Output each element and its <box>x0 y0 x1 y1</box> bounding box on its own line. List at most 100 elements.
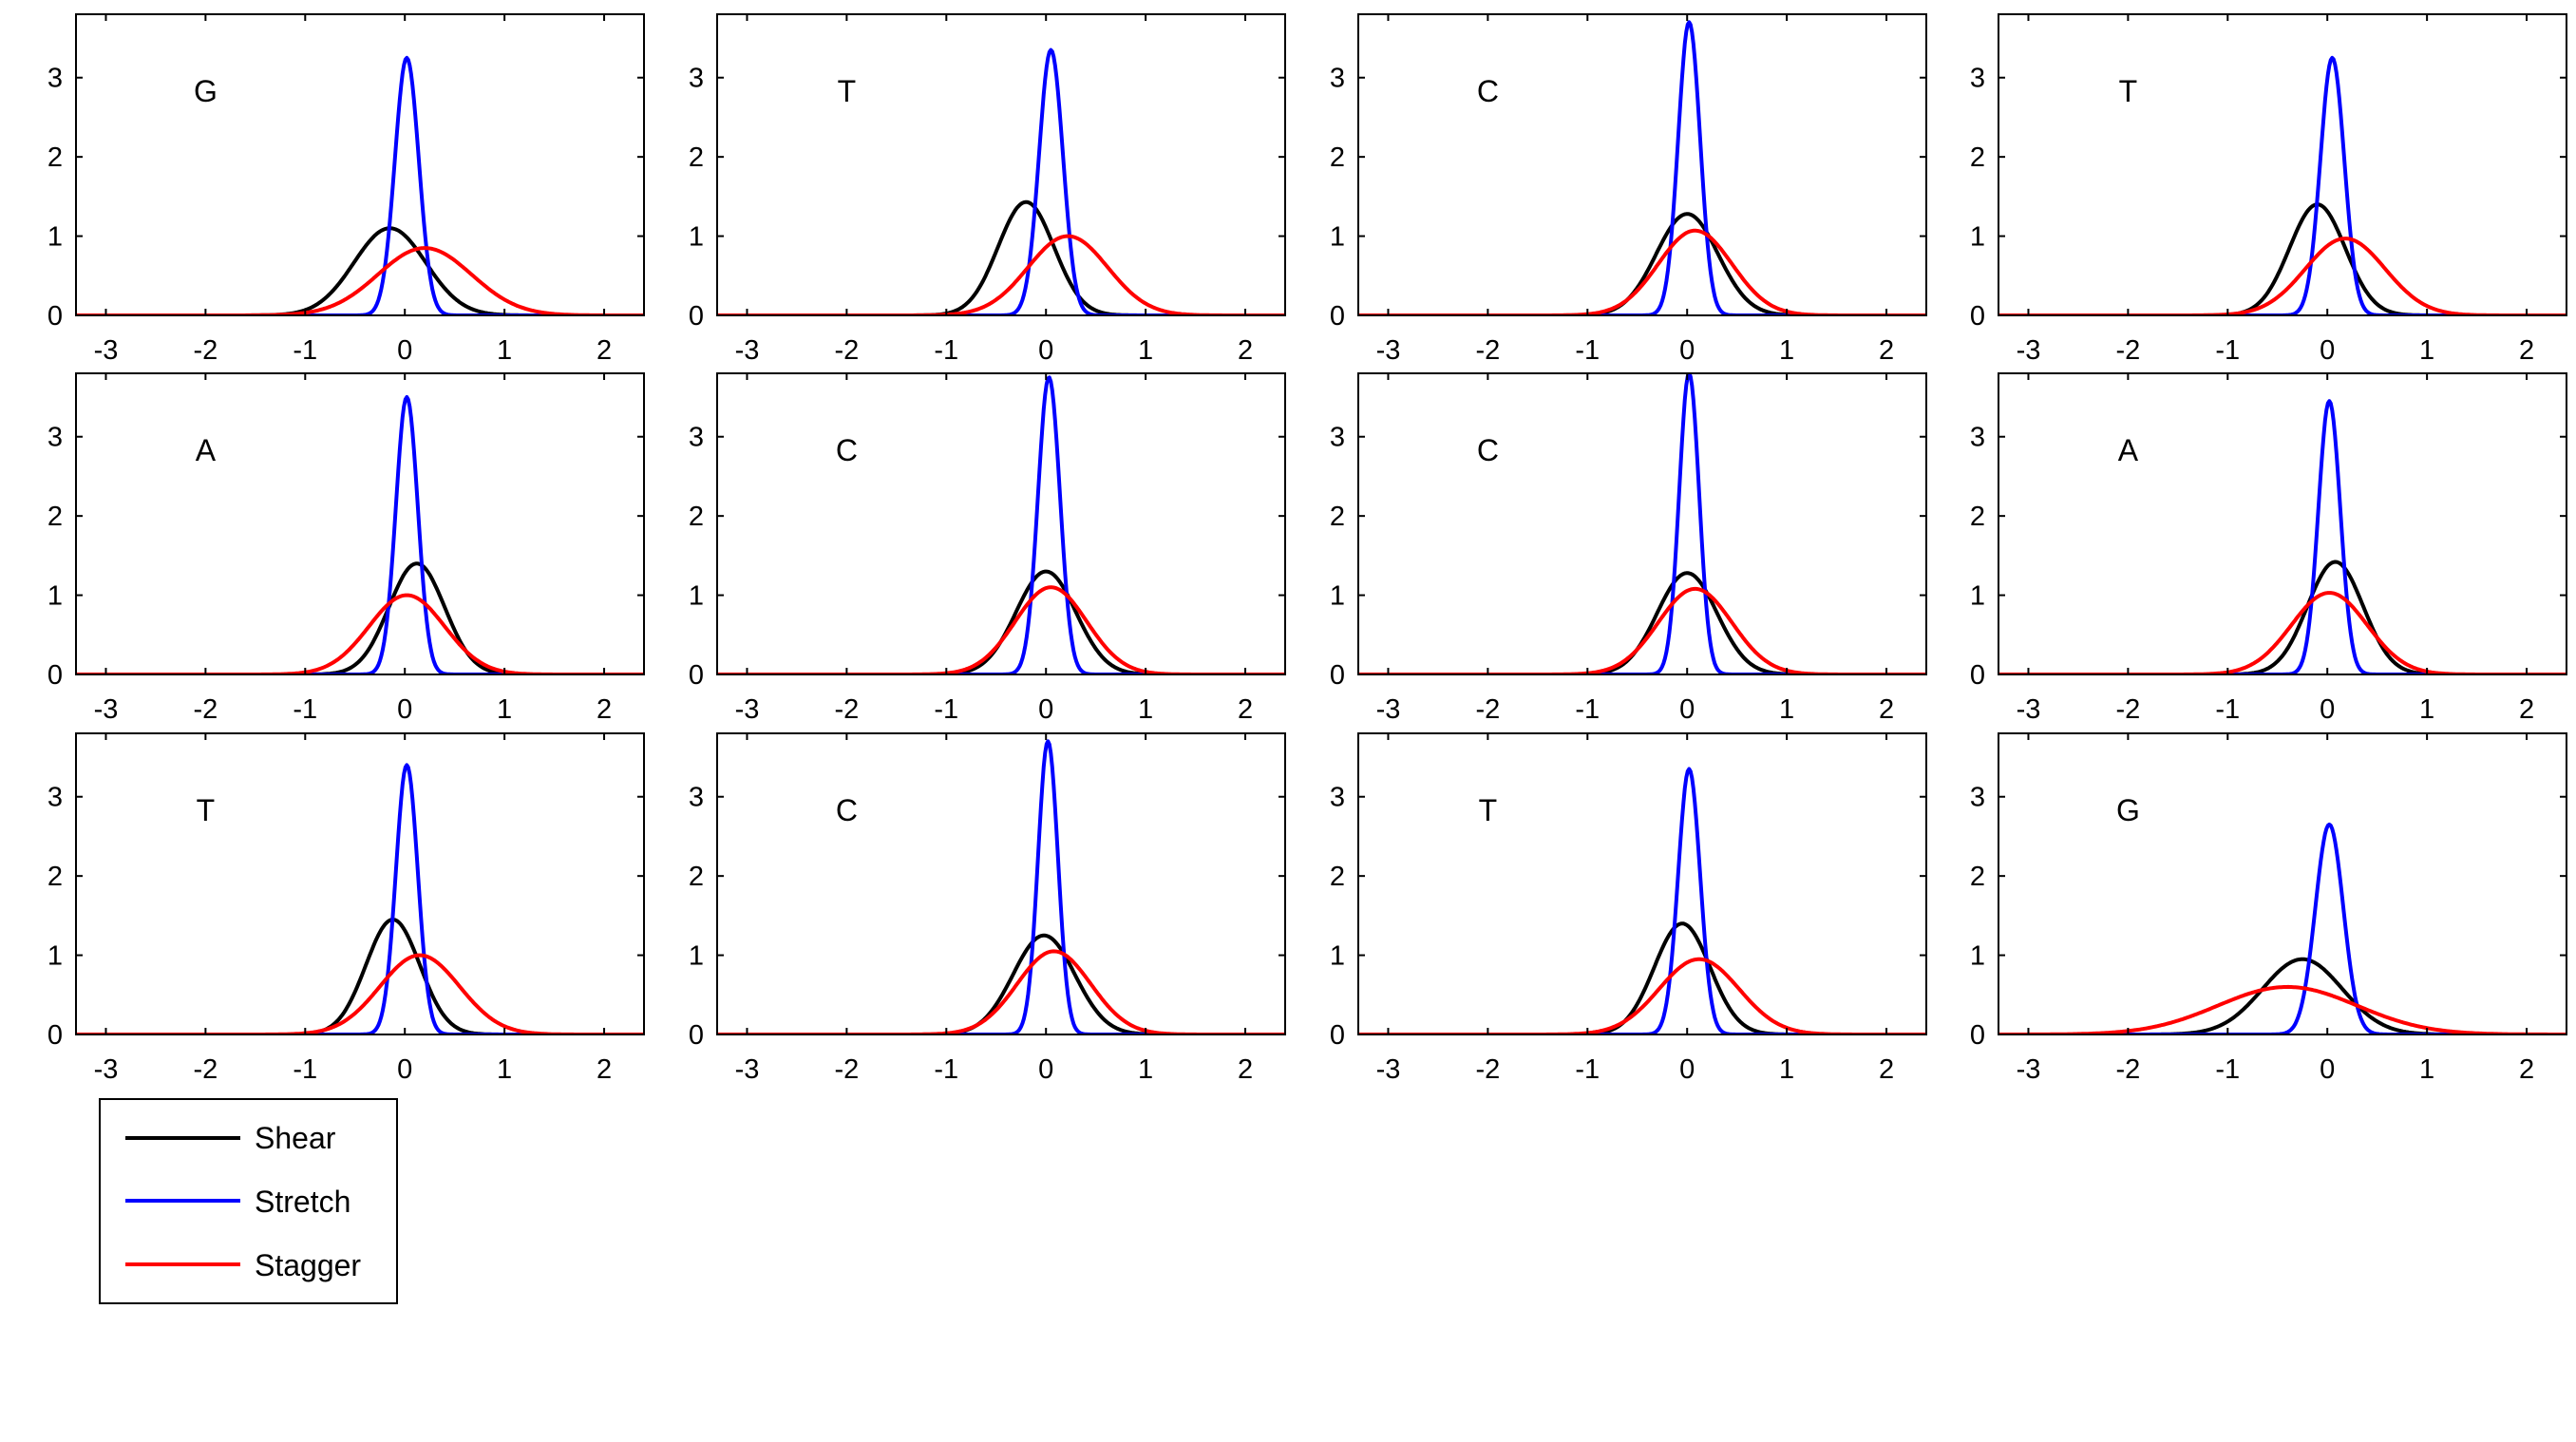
x-tick-label: 0 <box>2320 1054 2335 1085</box>
x-tick-label: 2 <box>1879 694 1894 725</box>
x-tick-label: 1 <box>1779 335 1794 366</box>
x-tick-label: -2 <box>834 694 859 725</box>
series-line-shear <box>1998 957 2567 1034</box>
y-tick-label: 0 <box>1970 301 1985 332</box>
series-line-stretch <box>717 47 1285 315</box>
series-line-shear <box>76 226 644 315</box>
x-tick-label: -1 <box>2215 1054 2240 1085</box>
axes-frame <box>75 732 645 1035</box>
axes-frame <box>1998 732 2567 1035</box>
series-line-stretch <box>717 739 1285 1034</box>
y-tick-label: 3 <box>1970 64 1985 94</box>
x-tick-label: -2 <box>1475 694 1500 725</box>
y-tick-label: 3 <box>1330 423 1345 453</box>
y-tick-label: 3 <box>47 64 63 94</box>
panel-label: C <box>836 793 858 827</box>
panel-7: -3 -2 -1 0 1 2 0 1 2 3 C <box>1330 372 1927 725</box>
x-tick-label: -3 <box>94 1054 119 1085</box>
x-tick-label: -2 <box>1475 335 1500 366</box>
x-tick-label: 0 <box>397 335 412 366</box>
y-tick-label: 2 <box>689 502 704 532</box>
panel-label: T <box>197 793 216 827</box>
x-tick-label: 0 <box>1038 335 1053 366</box>
y-tick-label: 3 <box>47 423 63 453</box>
x-tick-label: 2 <box>2519 1054 2534 1085</box>
y-tick-label: 1 <box>689 222 704 253</box>
x-tick-label: -1 <box>2215 335 2240 366</box>
series-line-stretch <box>717 375 1285 674</box>
y-tick-label: 1 <box>1330 222 1345 253</box>
panel-grid: -3 -2 -1 0 1 2 0 1 2 3 G -3 -2 -1 0 1 2 0 1 2 3 T -3 -2 -1 0 1 2 0 1 2… <box>47 13 2567 1085</box>
panel-label: A <box>2118 433 2139 467</box>
x-tick-label: -2 <box>2115 694 2140 725</box>
y-tick-label: 3 <box>1330 783 1345 813</box>
y-tick-label: 3 <box>689 64 704 94</box>
x-tick-label: 2 <box>597 335 612 366</box>
panel-12: -3 -2 -1 0 1 2 0 1 2 3 G <box>1970 732 2567 1085</box>
x-tick-label: -3 <box>2017 1054 2041 1085</box>
series-line-stagger <box>1998 237 2567 315</box>
y-tick-label: 1 <box>1970 581 1985 612</box>
x-tick-label: 0 <box>1038 694 1053 725</box>
x-tick-label: -3 <box>94 335 119 366</box>
y-tick-label: 2 <box>47 502 63 532</box>
x-tick-label: 2 <box>597 1054 612 1085</box>
series-line-shear <box>76 918 644 1034</box>
panel-curves <box>76 55 644 315</box>
y-tick-label: 0 <box>1330 301 1345 332</box>
axes-frame <box>75 13 645 316</box>
panel-curves <box>717 375 1285 674</box>
y-tick-label: 1 <box>47 941 63 972</box>
series-line-stretch <box>1998 822 2567 1034</box>
x-tick-label: -1 <box>1575 1054 1600 1085</box>
x-tick-label: -3 <box>94 694 119 725</box>
series-line-shear <box>1358 921 1926 1034</box>
y-tick-label: 2 <box>689 142 704 173</box>
x-tick-label: 2 <box>597 694 612 725</box>
x-tick-label: 2 <box>1238 1054 1253 1085</box>
x-tick-label: -2 <box>2115 335 2140 366</box>
series-line-stretch <box>1358 20 1926 315</box>
y-tick-label: 0 <box>689 301 704 332</box>
x-tick-label: -1 <box>293 694 317 725</box>
axes-frame <box>716 732 1286 1035</box>
series-line-shear <box>717 199 1285 315</box>
y-tick-label: 1 <box>47 581 63 612</box>
x-tick-label: -2 <box>834 335 859 366</box>
y-tick-label: 1 <box>689 581 704 612</box>
y-tick-label: 3 <box>689 423 704 453</box>
y-tick-label: 1 <box>689 941 704 972</box>
panel-curves <box>1358 767 1926 1034</box>
x-tick-label: 2 <box>2519 335 2534 366</box>
series-line-stagger <box>1358 228 1926 315</box>
x-tick-label: 1 <box>1138 1054 1153 1085</box>
y-tick-label: 0 <box>47 660 63 691</box>
x-tick-label: -1 <box>293 335 317 366</box>
y-tick-label: 0 <box>47 1020 63 1051</box>
series-line-stagger <box>717 234 1285 315</box>
x-tick-label: 2 <box>1879 1054 1894 1085</box>
panel-5: -3 -2 -1 0 1 2 0 1 2 3 A <box>47 372 645 725</box>
panel-4: -3 -2 -1 0 1 2 0 1 2 3 T <box>1970 13 2567 366</box>
legend: Shear Stretch Stagger <box>99 1098 398 1304</box>
series-line-stretch <box>76 395 644 674</box>
y-tick-label: 2 <box>1330 862 1345 892</box>
y-tick-label: 3 <box>1970 783 1985 813</box>
panel-6: -3 -2 -1 0 1 2 0 1 2 3 C <box>689 372 1286 725</box>
series-line-shear <box>1998 202 2567 315</box>
panel-label: C <box>1477 74 1499 108</box>
series-line-stagger <box>1998 984 2567 1034</box>
x-tick-label: -1 <box>1575 694 1600 725</box>
x-tick-label: 0 <box>2320 335 2335 366</box>
series-line-stretch <box>76 763 644 1034</box>
axes-frame <box>716 13 1286 316</box>
series-line-shear <box>1358 212 1926 315</box>
series-line-stagger <box>1358 586 1926 674</box>
x-tick-label: 2 <box>1238 694 1253 725</box>
x-tick-label: 1 <box>1138 694 1153 725</box>
y-tick-label: 2 <box>1330 502 1345 532</box>
panel-11: -3 -2 -1 0 1 2 0 1 2 3 T <box>1330 732 1927 1085</box>
panel-label: T <box>1479 793 1498 827</box>
x-tick-label: 1 <box>2419 1054 2434 1085</box>
